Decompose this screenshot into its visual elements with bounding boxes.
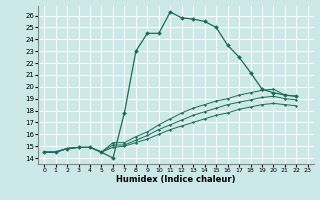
X-axis label: Humidex (Indice chaleur): Humidex (Indice chaleur) bbox=[116, 175, 236, 184]
